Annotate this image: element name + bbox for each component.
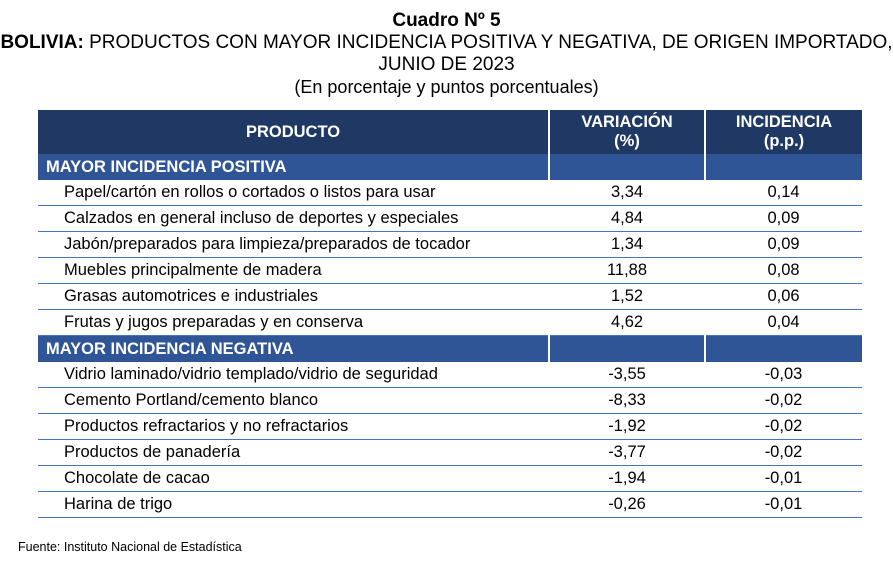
country-label: BOLIVIA: [0,32,84,53]
table-row: Chocolate de cacao -1,94 -0,01 [38,465,862,492]
incidence-cell: -0,01 [705,465,862,492]
product-name-cell: Productos de panadería [38,439,549,466]
table-row: Papel/cartón en rollos o cortados o list… [38,180,862,206]
table-row: Calzados en general incluso de deportes … [38,205,862,232]
incidence-cell: -0,02 [705,387,862,414]
section-header-row: MAYOR INCIDENCIA NEGATIVA [38,335,862,362]
table-row: Vidrio laminado/vidrio templado/vidrio d… [38,362,862,388]
header-producto: PRODUCTO [38,110,549,154]
section-label: MAYOR INCIDENCIA POSITIVA [38,154,549,180]
incidence-cell: 0,04 [705,309,862,336]
incidence-cell: -0,02 [705,439,862,466]
variation-cell: 4,84 [549,205,705,232]
header-incidencia-label: INCIDENCIA [735,113,833,131]
product-name-cell: Grasas automotrices e industriales [38,283,549,310]
header-variacion-label: VARIACIÓN [581,113,673,131]
product-name-cell: Cemento Portland/cemento blanco [38,387,549,414]
table-row: Frutas y jugos preparadas y en conserva 4… [38,309,862,336]
incidence-cell: 0,09 [705,205,862,232]
incidence-cell: 0,14 [705,180,862,206]
product-name-cell: Harina de trigo [38,491,549,518]
source-note: Fuente: Instituto Nacional de Estadístic… [18,540,242,554]
table-row: Grasas automotrices e industriales 1,52 0,… [38,283,862,310]
header-incidencia: INCIDENCIA (p.p.) [704,110,862,154]
variation-cell: 4,62 [549,309,705,336]
section-filler-cell [548,335,705,362]
product-name-cell: Frutas y jugos preparadas y en conserva [38,309,549,336]
product-name-cell: Calzados en general incluso de deportes … [38,205,549,232]
table-number: Cuadro Nº 5 [392,10,501,31]
incidence-cell: -0,03 [705,362,862,388]
variation-cell: -3,55 [549,362,705,388]
section-label: MAYOR INCIDENCIA NEGATIVA [38,335,549,362]
variation-cell: -3,77 [549,439,705,466]
table-header-row: PRODUCTO VARIACIÓN (%) INCIDENCIA (p.p.) [38,110,862,154]
table-row: Cemento Portland/cemento blanco -8,33 -0,0… [38,387,862,414]
table-row: Productos refractarios y no refractarios… [38,413,862,440]
header-variacion-unit: (%) [614,132,640,150]
variation-cell: 1,52 [549,283,705,310]
variation-cell: -1,94 [549,465,705,492]
table-row: Jabón/preparados para limpieza/preparado… [38,231,862,258]
table-heading: BOLIVIA: PRODUCTOS CON MAYOR INCIDENCIA … [0,32,893,76]
product-name-cell: Muebles principalmente de madera [38,257,549,284]
variation-cell: 3,34 [549,180,705,206]
header-incidencia-unit: (p.p.) [763,132,805,150]
product-name-cell: Chocolate de cacao [38,465,549,492]
variation-cell: 11,88 [549,257,705,284]
incidence-cell: -0,01 [705,491,862,518]
incidence-cell: 0,08 [705,257,862,284]
table-row: Productos de panadería -3,77 -0,02 [38,439,862,466]
table-subtitle: (En porcentaje y puntos porcentuales) [294,77,599,97]
incidence-cell: 0,06 [705,283,862,310]
header-variacion: VARIACIÓN (%) [548,110,705,154]
product-name-cell: Vidrio laminado/vidrio templado/vidrio d… [38,362,549,388]
products-table: PRODUCTO VARIACIÓN (%) INCIDENCIA (p.p.)… [38,110,862,518]
product-name-cell: Productos refractarios y no refractarios [38,413,549,440]
variation-cell: -0,26 [549,491,705,518]
section-filler-cell [704,154,862,180]
section-header-row: MAYOR INCIDENCIA POSITIVA [38,154,862,180]
table-row: Muebles principalmente de madera 11,88 0,0… [38,257,862,284]
variation-cell: -1,92 [549,413,705,440]
variation-cell: -8,33 [549,387,705,414]
product-name-cell: Papel/cartón en rollos o cortados o list… [38,180,549,206]
section-filler-cell [548,154,705,180]
table-row: Harina de trigo -0,26 -0,01 [38,491,862,518]
product-name-cell: Jabón/preparados para limpieza/preparado… [38,231,549,258]
incidence-cell: -0,02 [705,413,862,440]
incidence-cell: 0,09 [705,231,862,258]
table-title-block: Cuadro Nº 5 BOLIVIA: PRODUCTOS CON MAYOR… [0,10,893,98]
heading-text: PRODUCTOS CON MAYOR INCIDENCIA POSITIVA … [83,32,893,75]
section-filler-cell [704,335,862,362]
table-body: MAYOR INCIDENCIA POSITIVA Papel/cartón en… [38,154,862,518]
variation-cell: 1,34 [549,231,705,258]
